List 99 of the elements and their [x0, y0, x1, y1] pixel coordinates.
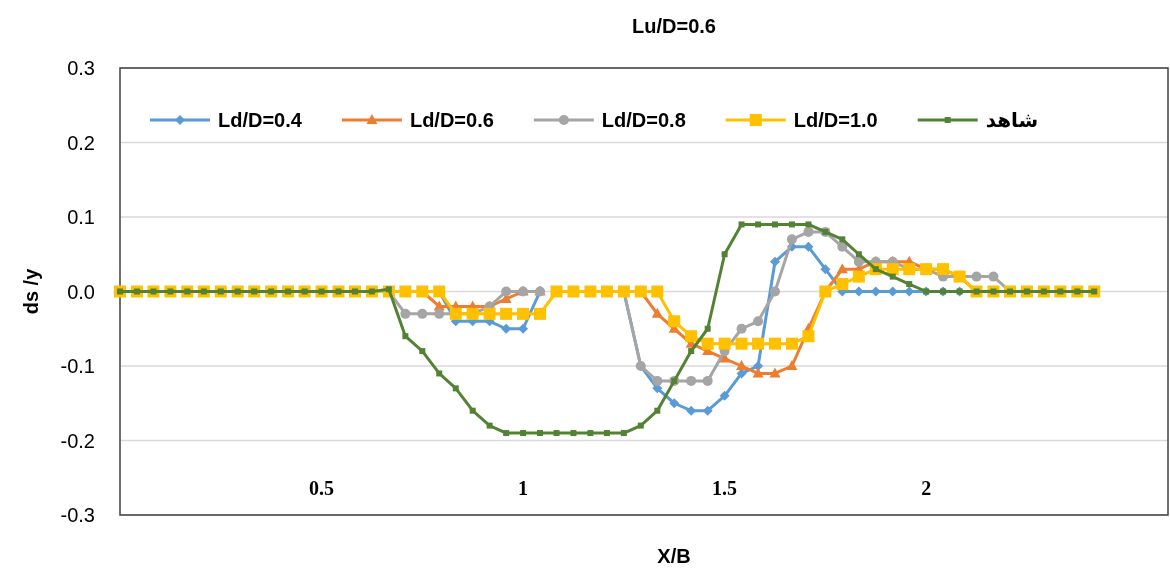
point [906, 281, 913, 288]
point [752, 367, 764, 378]
point [399, 285, 412, 298]
point [852, 270, 865, 283]
point [688, 348, 695, 355]
point [886, 263, 899, 276]
point [805, 221, 812, 228]
x-tick-label: 2 [921, 477, 932, 499]
point [855, 251, 862, 258]
point [769, 337, 781, 350]
point [718, 337, 731, 350]
point [721, 251, 728, 258]
x-axis-title: X/B [657, 545, 691, 567]
point [770, 256, 780, 267]
point [584, 285, 597, 298]
point [988, 271, 999, 282]
point [802, 330, 815, 343]
legend-label: Ld/D=0.6 [409, 109, 494, 131]
y-tick-label: 0.0 [67, 280, 95, 303]
point [752, 337, 765, 350]
point [736, 360, 748, 370]
point [436, 370, 443, 377]
point [434, 308, 445, 319]
legend-label: Ld/D=1.0 [793, 109, 878, 131]
point [853, 256, 864, 267]
point [419, 348, 426, 355]
point [889, 273, 896, 280]
point [520, 430, 527, 437]
point [637, 422, 644, 429]
point [769, 367, 781, 378]
point [803, 241, 814, 252]
point [702, 375, 713, 386]
point [786, 360, 798, 370]
point [651, 307, 663, 318]
point [652, 375, 663, 386]
point [735, 337, 748, 350]
legend-label: Ld/D=0.4 [218, 109, 303, 131]
point [736, 323, 747, 334]
point [417, 308, 428, 319]
point [537, 430, 544, 437]
point [686, 375, 697, 386]
y-tick-label: -0.2 [60, 429, 95, 452]
point [669, 398, 680, 409]
y-tick-label: -0.3 [60, 504, 95, 526]
point [685, 330, 698, 343]
point [753, 361, 764, 371]
point [517, 307, 530, 320]
point [600, 285, 613, 298]
y-tick-label: 0.2 [67, 131, 95, 154]
point [820, 264, 831, 275]
point [836, 278, 849, 291]
point [654, 407, 661, 414]
point [483, 307, 496, 320]
point [772, 221, 778, 228]
point [400, 308, 411, 319]
point [620, 430, 627, 437]
y-tick-label: -0.1 [60, 355, 95, 377]
point [701, 337, 714, 350]
point [503, 430, 510, 437]
point [788, 221, 795, 228]
point [755, 221, 762, 228]
x-tick-label: 0.5 [309, 477, 335, 499]
point [518, 323, 529, 334]
x-tick-label: 1 [518, 477, 529, 499]
point [587, 430, 594, 437]
point [770, 286, 780, 297]
point [971, 271, 982, 282]
point [839, 236, 846, 243]
point [469, 407, 476, 414]
y-tick-label: 0.1 [67, 206, 95, 228]
y-tick-label: 0.3 [67, 57, 95, 79]
x-tick-label: 1.5 [712, 477, 738, 499]
point [550, 285, 563, 298]
chart-title: Lu/D=0.6 [632, 15, 716, 37]
point [570, 430, 577, 437]
point [836, 263, 848, 274]
y-axis-title: ds /y [20, 267, 42, 315]
point [668, 315, 681, 328]
point [452, 385, 459, 392]
point [402, 333, 409, 340]
point [534, 307, 547, 320]
point [738, 221, 745, 228]
point [786, 234, 797, 245]
point [753, 316, 764, 327]
point [553, 430, 560, 437]
legend-label: شاهد [985, 109, 1039, 131]
point [719, 390, 730, 401]
point [704, 325, 711, 332]
point [500, 307, 513, 320]
point [785, 337, 798, 350]
point [567, 285, 580, 298]
legend-label: Ld/D=0.8 [601, 109, 686, 131]
point [803, 226, 814, 237]
point [702, 405, 713, 416]
point [837, 241, 848, 252]
point [651, 285, 664, 298]
point [486, 422, 493, 429]
point [501, 286, 512, 297]
point [603, 430, 610, 437]
